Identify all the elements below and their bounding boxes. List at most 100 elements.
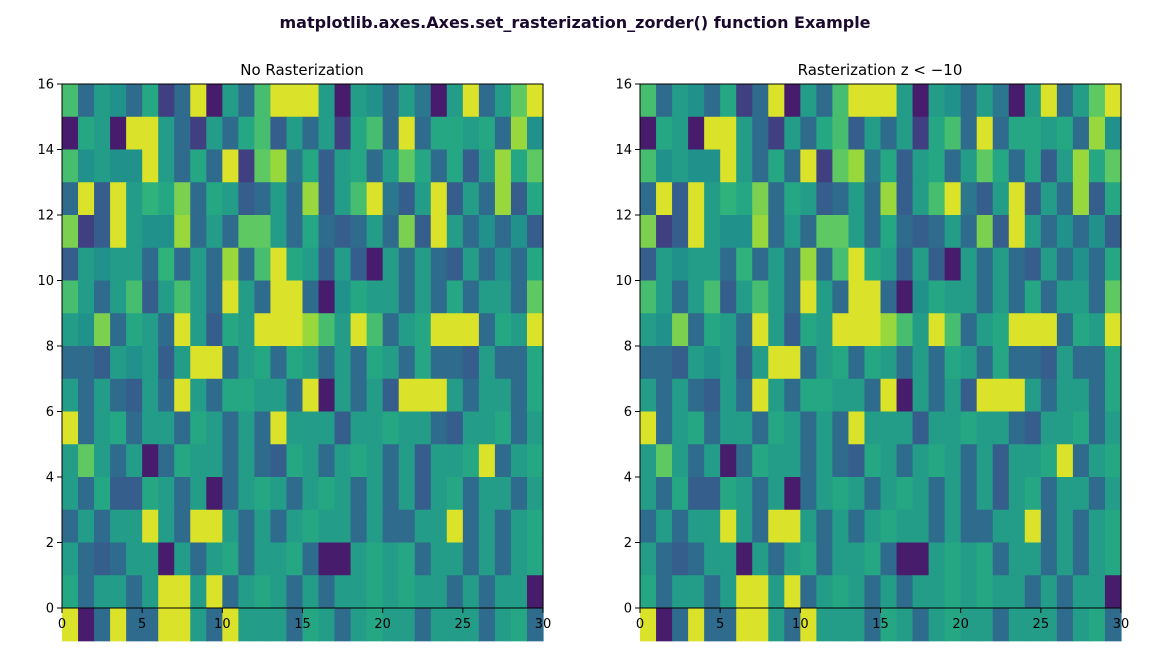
heatmap-cell [1008,346,1026,380]
heatmap-cell [286,575,304,609]
heatmap-cell [414,411,432,445]
heatmap-cell [302,116,320,151]
heatmap-cell [382,444,400,478]
heatmap-cell [334,444,352,478]
heatmap-cell [62,575,79,609]
heatmap-cell [270,444,288,478]
heatmap-cell [880,280,898,314]
heatmap-cell [510,378,528,413]
heatmap-cell [398,149,416,183]
heatmap-cell [78,215,95,249]
heatmap-cell [640,84,657,118]
heatmap-cell [944,608,962,642]
heatmap-cell [784,313,801,347]
y-tick-label: 16 [615,78,632,93]
heatmap-cell [784,116,801,151]
heatmap-cell [318,509,336,544]
heatmap-cell [656,575,673,609]
y-tick-label: 2 [624,536,632,551]
heatmap-cell [462,575,480,609]
heatmap-cell [816,477,833,511]
heatmap-cell [126,378,143,413]
heatmap-cell [190,247,207,282]
heatmap-cell [1088,444,1106,478]
heatmap-cell [1104,215,1122,249]
heatmap-cell [848,477,866,511]
heatmap-cell [526,444,544,478]
heatmap-cell [62,608,79,642]
heatmap-cell [222,116,239,151]
heatmap-cell [672,477,689,511]
heatmap-cell [414,509,432,544]
heatmap-cell [848,313,866,347]
heatmap-cell [1040,346,1058,380]
y-tick-label: 4 [624,471,632,486]
heatmap-cell [672,509,689,544]
heatmap-cell [1088,149,1106,183]
heatmap-cell [382,575,400,609]
heatmap-cell [238,378,255,413]
heatmap-cell [816,182,833,216]
heatmap-cell [158,509,175,544]
heatmap-cell [174,411,191,445]
heatmap-cell [1008,215,1026,249]
heatmap-cell [62,116,79,151]
heatmap-cell [142,608,159,642]
heatmap-cell [944,477,962,511]
heatmap-cell [238,509,255,544]
heatmap-cell [1024,247,1042,282]
heatmap-cell [640,247,657,282]
heatmap-cell [720,411,737,445]
heatmap-cell [928,247,946,282]
heatmap-cell [1104,313,1122,347]
heatmap-cell [896,182,914,216]
heatmap-cell [78,608,95,642]
heatmap-cell [1072,215,1090,249]
heatmap-cell [190,378,207,413]
heatmap-cell [526,575,544,609]
heatmap-cell [94,182,111,216]
heatmap-cell [912,378,930,413]
heatmap-cell [190,116,207,151]
heatmap-cell [494,84,512,118]
heatmap-cell [158,542,175,576]
heatmap-cell [1056,608,1074,642]
heatmap-cell [142,378,159,413]
heatmap-cell [832,247,850,282]
heatmap-cell [800,182,817,216]
heatmap-cell [62,378,79,413]
heatmap-cell [430,608,448,642]
heatmap-cell [94,346,111,380]
heatmap-cell [864,247,882,282]
heatmap-cell [736,608,753,642]
heatmap-cell [270,608,288,642]
heatmap-cell [896,378,914,413]
heatmap-cell [510,247,528,282]
heatmap-cell [752,444,769,478]
heatmap-cell [912,608,930,642]
heatmap-cell [222,509,239,544]
heatmap-cell [768,444,785,478]
heatmap-cell [976,215,994,249]
heatmap-cell [254,346,272,380]
heatmap-cell [1072,116,1090,151]
heatmap-cell [190,444,207,478]
heatmap-cell [704,149,721,183]
heatmap-cell [462,149,480,183]
heatmap-cell [366,182,384,216]
heatmap-cell [768,247,785,282]
heatmap-cell [704,444,721,478]
heatmap-cell [1040,182,1058,216]
heatmap-cell [238,575,255,609]
heatmap-cell [350,346,368,380]
heatmap-cell [736,116,753,151]
heatmap-cell [1040,411,1058,445]
heatmap-cell [656,84,673,118]
heatmap-cell [286,313,304,347]
heatmap-cell [206,608,223,642]
heatmap-cell [126,608,143,642]
heatmap-cell [1088,313,1106,347]
heatmap-cell [286,280,304,314]
heatmap-cell [1104,378,1122,413]
heatmap-cell [222,280,239,314]
